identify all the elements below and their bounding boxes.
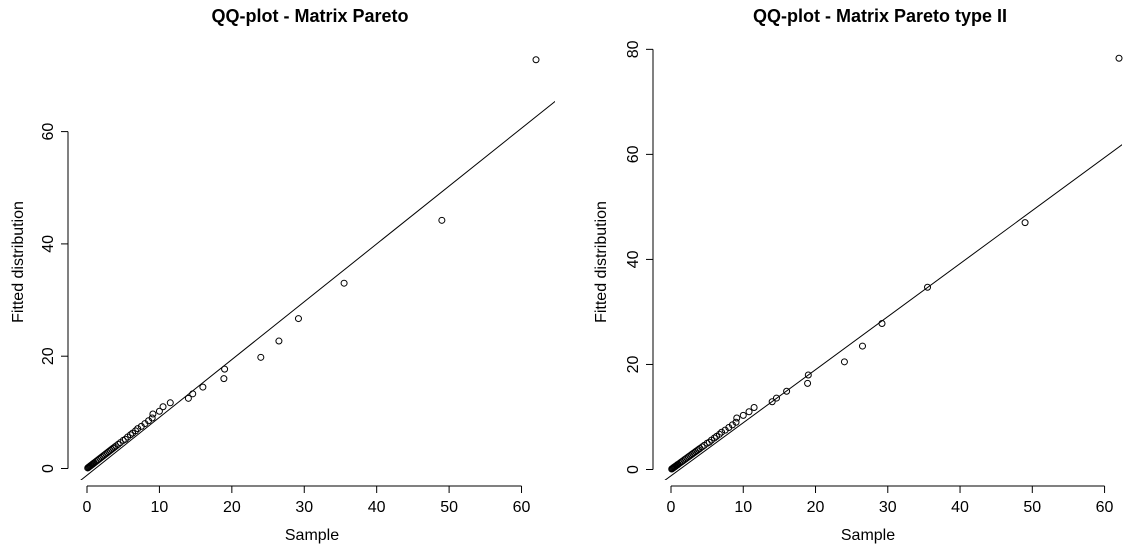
data-point [294,315,302,323]
data-point [745,408,753,416]
data-point [126,431,134,439]
reference-line [80,100,555,480]
data-point [112,442,120,450]
data-point [132,427,140,435]
data-point [257,353,265,361]
x-tick-label: 10 [151,499,169,516]
data-point [1115,54,1123,62]
y-axis-label: Fitted distribution [593,201,610,323]
data-point [134,425,142,433]
data-point [149,410,157,418]
data-point [739,411,747,419]
data-point [924,283,932,291]
data-point [750,404,758,412]
x-tick-label: 10 [734,499,752,516]
x-tick-label: 40 [951,499,969,516]
data-point [710,434,718,442]
data-point [768,398,776,406]
data-point [532,56,540,64]
y-tick-label: 0 [625,465,642,474]
data-point [166,399,174,407]
qq-plot-matrix-pareto: QQ-plot - Matrix Pareto Sample Fitted di… [10,6,555,544]
x-tick-label: 60 [513,499,531,516]
data-point [772,394,780,402]
data-point [148,414,156,422]
x-tick-label: 20 [807,499,825,516]
data-point [733,414,741,422]
x-tick-label: 30 [879,499,897,516]
y-tick-label: 60 [40,123,57,141]
data-point [114,440,122,448]
x-tick-label: 0 [83,499,92,516]
data-point [220,375,228,383]
data-point [783,387,791,395]
data-point [121,435,129,443]
x-tick-label: 60 [1096,499,1114,516]
y-tick-label: 0 [40,464,57,473]
data-point [159,403,167,411]
data-point [804,371,812,379]
y-tick-label: 20 [40,347,57,365]
x-axis-label: Sample [285,527,339,544]
x-tick-label: 40 [368,499,386,516]
qq-plot-matrix-pareto-type-ii: QQ-plot - Matrix Pareto type II Sample F… [593,6,1123,544]
x-tick-label: 50 [1023,499,1041,516]
data-point [698,443,706,451]
chart-title: QQ-plot - Matrix Pareto type II [753,6,1007,26]
x-tick-label: 20 [223,499,241,516]
data-point [275,337,283,345]
data-point [221,365,229,373]
data-point [804,379,812,387]
x-tick-label: 50 [440,499,458,516]
x-tick-label: 0 [667,499,676,516]
y-axis-label: Fitted distribution [10,201,27,323]
data-point [1021,219,1029,227]
chart-title: QQ-plot - Matrix Pareto [211,6,408,26]
data-point [878,319,886,327]
y-tick-label: 40 [625,250,642,268]
data-point [155,407,163,415]
y-tick-label: 40 [40,235,57,253]
y-tick-label: 60 [625,145,642,163]
x-tick-label: 30 [295,499,313,516]
data-point [732,418,740,426]
data-point [199,383,207,391]
data-point [438,216,446,224]
y-tick-label: 80 [625,40,642,58]
data-point [340,279,348,287]
data-point [189,390,197,398]
data-point [715,430,723,438]
data-point [840,358,848,366]
data-point [705,438,713,446]
y-tick-label: 20 [625,355,642,373]
x-axis-label: Sample [841,527,895,544]
data-point [184,394,192,402]
data-point [858,342,866,350]
reference-line [664,144,1122,480]
data-point [718,428,726,436]
